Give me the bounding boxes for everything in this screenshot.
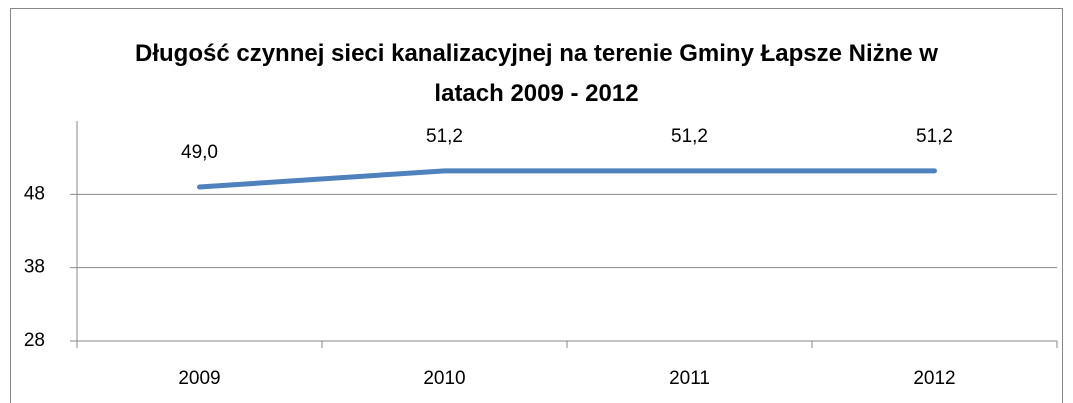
data-label: 51,2 bbox=[916, 126, 953, 147]
x-tick-label: 2009 bbox=[178, 368, 220, 389]
x-tick-label: 2012 bbox=[913, 368, 955, 389]
chart-frame bbox=[10, 8, 1063, 403]
y-tick-label: 48 bbox=[24, 183, 45, 204]
data-line bbox=[197, 168, 937, 190]
data-label: 49,0 bbox=[181, 142, 218, 163]
y-tick-label: 38 bbox=[24, 257, 45, 278]
x-tick-label: 2011 bbox=[669, 368, 710, 389]
data-label: 51,2 bbox=[671, 126, 708, 147]
x-tick-label: 2010 bbox=[423, 368, 465, 389]
data-label: 51,2 bbox=[426, 126, 463, 147]
y-tick-label: 28 bbox=[24, 330, 45, 351]
chart-title: Długość czynnej sieci kanalizacyjnej na … bbox=[135, 40, 938, 107]
